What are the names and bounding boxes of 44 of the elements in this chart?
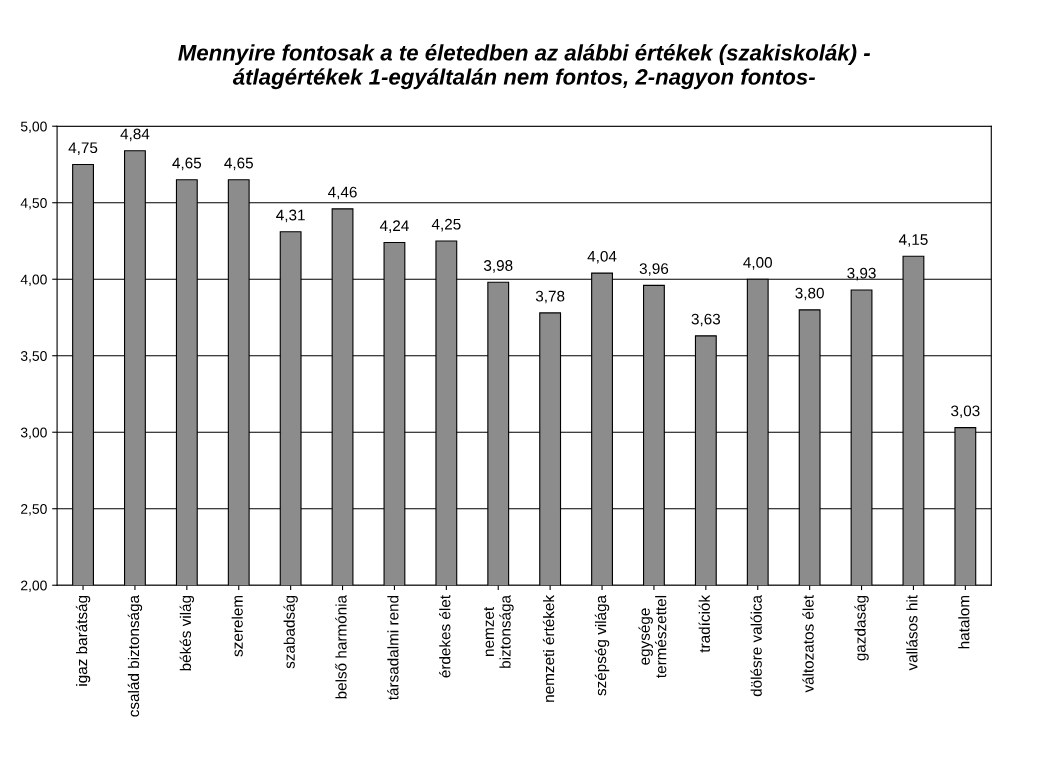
x-tick-label: nemzet biztonsága xyxy=(483,594,514,668)
x-tick-label: vallásos hit xyxy=(906,595,918,671)
x-tick-label: érdekes élet xyxy=(439,595,451,678)
x-tick-label: gazdaság xyxy=(854,595,869,661)
data-label: 4,24 xyxy=(379,220,409,233)
x-tick-label: család biztonsága xyxy=(127,594,143,717)
data-label: 4,65 xyxy=(172,157,202,171)
data-label: 4,84 xyxy=(120,128,150,142)
y-tick-label: 5,00 xyxy=(20,121,47,134)
y-tick-label: 2,50 xyxy=(21,504,47,516)
data-label: 3,80 xyxy=(795,287,824,301)
x-tick-label: szépség világa xyxy=(594,594,610,696)
chart-title: Mennyire fontosak a te életedben az alábbi értékek (szakiskolák) - átlagértékek 1-egyáltalán nem fontos, 2-nagyon fontos- xyxy=(178,44,871,90)
data-label: 3,03 xyxy=(951,405,980,419)
y-tick-label: 4,50 xyxy=(20,198,47,210)
data-label: 3,78 xyxy=(535,290,565,304)
data-label: 4,00 xyxy=(743,257,773,270)
x-tick-label: dölésre valóica xyxy=(750,594,762,697)
x-tick-label: békés világ xyxy=(179,595,195,671)
y-tick-label: 3,50 xyxy=(20,351,47,363)
data-label: 3,93 xyxy=(847,267,876,281)
x-tick-label: egysége természettel xyxy=(638,595,667,678)
data-label: 3,63 xyxy=(691,313,721,327)
y-tick-label: 2,00 xyxy=(21,580,47,593)
x-tick-label: társadalmi rend xyxy=(387,595,399,700)
data-label: 3,96 xyxy=(639,263,669,276)
data-label: 4,25 xyxy=(431,218,461,232)
x-tick-label: belső harmónia xyxy=(335,594,347,699)
x-tick-label: tradíciók xyxy=(698,594,710,653)
x-tick-label: szerelem xyxy=(231,595,243,657)
data-label: 4,75 xyxy=(68,142,98,155)
y-tick-label: 4,00 xyxy=(20,274,47,287)
x-tick-label: változatos élet xyxy=(802,595,814,693)
data-label: 4,65 xyxy=(224,157,253,171)
x-tick-label: igaz barátság xyxy=(75,595,91,686)
data-label: 4,46 xyxy=(328,186,357,200)
y-tick-label: 3,00 xyxy=(20,427,47,440)
data-label: 3,98 xyxy=(483,260,513,273)
data-label: 4,31 xyxy=(276,209,305,223)
x-tick-label: nemzeti értékek xyxy=(542,594,555,702)
data-label: 4,04 xyxy=(587,250,617,264)
x-tick-label: hatalom xyxy=(958,595,970,649)
data-label: 4,15 xyxy=(898,234,928,247)
x-tick-label: szabadság xyxy=(283,595,298,669)
